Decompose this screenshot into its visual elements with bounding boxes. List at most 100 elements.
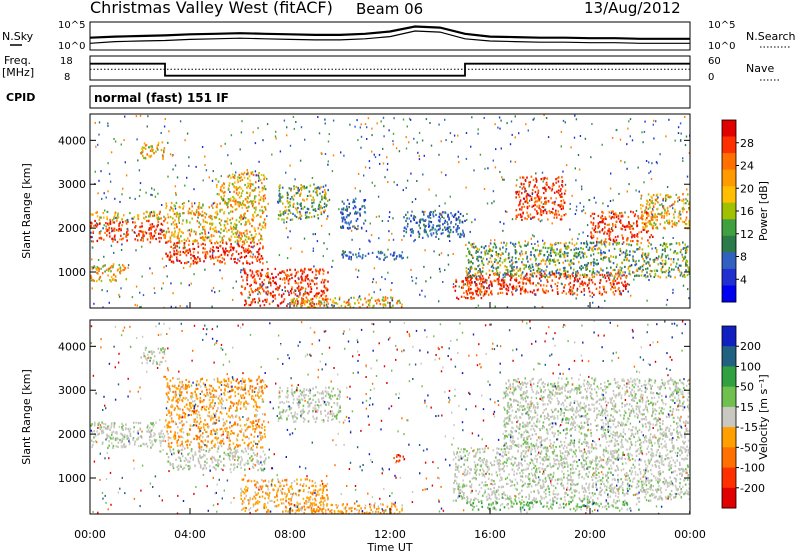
power-echo-region-3 bbox=[165, 201, 267, 244]
nsearch-tick-bottom: 10^0 bbox=[708, 41, 735, 52]
power-colorbar-tick-6: 4 bbox=[740, 273, 747, 286]
velocity-y-axis-label: Slant Range [km] bbox=[20, 369, 33, 465]
velocity-colorbar-tick-2: 50 bbox=[740, 381, 754, 394]
power-echo-region-2 bbox=[165, 241, 264, 266]
power-colorbar-swatch-5 bbox=[722, 202, 736, 220]
velocity-echo-region-4 bbox=[277, 385, 342, 424]
beam-label: Beam 06 bbox=[356, 0, 423, 18]
date-label: 13/Aug/2012 bbox=[584, 0, 681, 17]
freq-tick-bottom: 8 bbox=[64, 72, 70, 83]
time-tick-1: 04:00 bbox=[174, 528, 206, 541]
velocity-colorbar-swatch-0 bbox=[722, 326, 736, 347]
power-echo-region-4 bbox=[215, 171, 267, 204]
power-echo-region-9 bbox=[290, 296, 403, 308]
velocity-colorbar-tick-1: 100 bbox=[740, 360, 761, 373]
velocity-colorbar-swatch-2 bbox=[722, 366, 736, 388]
power-echo-region-10 bbox=[341, 250, 404, 261]
freq-label-1: Freq. bbox=[4, 54, 31, 67]
velocity-echo-region-2 bbox=[165, 377, 267, 450]
velocity-echo-region-10 bbox=[466, 500, 640, 511]
power-y-tick-0: 1000 bbox=[58, 266, 86, 279]
velocity-colorbar-tick-6: -100 bbox=[740, 462, 765, 475]
nave-tick-bottom: 0 bbox=[708, 72, 714, 83]
nsearch-tick-top: 10^5 bbox=[708, 20, 735, 31]
velocity-colorbar-swatch-8 bbox=[722, 487, 736, 509]
velocity-colorbar-tick-4: -15 bbox=[740, 421, 758, 434]
freq-label-2: [MHz] bbox=[2, 66, 34, 79]
velocity-colorbar-swatch-4 bbox=[722, 406, 736, 428]
nave-tick-top: 60 bbox=[708, 56, 721, 67]
power-colorbar-tick-4: 12 bbox=[740, 228, 754, 241]
velocity-y-tick-0: 1000 bbox=[58, 472, 86, 485]
power-colorbar-swatch-2 bbox=[722, 153, 736, 171]
power-colorbar-swatch-0 bbox=[722, 120, 736, 137]
velocity-echo-region-7 bbox=[452, 447, 690, 503]
power-echo-region-0 bbox=[90, 219, 167, 244]
power-colorbar-tick-5: 8 bbox=[740, 251, 747, 264]
velocity-colorbar-swatch-5 bbox=[722, 427, 736, 448]
nsky-tick-top: 10^5 bbox=[58, 20, 85, 31]
power-y-tick-1: 2000 bbox=[58, 222, 86, 235]
velocity-y-tick-1: 2000 bbox=[58, 428, 86, 441]
velocity-colorbar-tick-5: -50 bbox=[740, 441, 758, 454]
noise-series-0 bbox=[89, 25, 690, 40]
velocity-echo-region-5 bbox=[291, 502, 403, 514]
power-echo-region-7 bbox=[240, 267, 329, 307]
power-y-tick-2: 3000 bbox=[58, 178, 86, 191]
cpid-text: normal (fast) 151 IF bbox=[94, 91, 229, 105]
cpid-strip: CPID normal (fast) 151 IF bbox=[6, 85, 691, 109]
power-colorbar-swatch-9 bbox=[722, 268, 736, 286]
velocity-colorbar-swatch-7 bbox=[722, 467, 736, 489]
power-colorbar-tick-3: 16 bbox=[740, 205, 754, 218]
power-colorbar-swatch-4 bbox=[722, 186, 736, 204]
nave-label: Nave bbox=[746, 62, 774, 75]
velocity-speckle bbox=[90, 320, 690, 514]
velocity-colorbar-label: Velocity [m s⁻¹] bbox=[757, 374, 770, 459]
velocity-y-tick-2: 3000 bbox=[58, 384, 86, 397]
power-colorbar-swatch-3 bbox=[722, 169, 736, 187]
time-tick-2: 08:00 bbox=[274, 528, 306, 541]
time-tick-5: 20:00 bbox=[574, 528, 606, 541]
velocity-echo-region-9 bbox=[140, 346, 167, 366]
noise-series-1 bbox=[89, 30, 690, 44]
freq-tick-top: 18 bbox=[60, 56, 73, 67]
power-echo-region-1 bbox=[90, 210, 167, 222]
power-panel: 1000 2000 3000 4000 Slant Range [km] 28 24 20… bbox=[20, 113, 770, 309]
nsky-tick-bottom: 10^0 bbox=[58, 41, 85, 52]
nsky-label: N.Sky bbox=[2, 30, 34, 43]
velocity-echo-region-0 bbox=[90, 421, 166, 449]
cpid-label: CPID bbox=[6, 91, 35, 104]
freq-series-0 bbox=[90, 62, 690, 77]
velocity-echo-region-8 bbox=[502, 377, 690, 450]
velocity-colorbar-tick-3: 15 bbox=[740, 401, 754, 414]
power-speckle bbox=[90, 114, 690, 308]
power-colorbar-swatch-7 bbox=[722, 235, 736, 253]
power-echo-region-15 bbox=[515, 175, 567, 221]
time-axis-label: Time UT bbox=[366, 541, 412, 554]
power-echo-region-17 bbox=[640, 193, 690, 230]
power-echo-region-14 bbox=[465, 241, 690, 279]
noise-strip: N.Sky 10^5 10^0 10^5 10^0 N.Search bbox=[2, 20, 796, 52]
velocity-colorbar-swatch-3 bbox=[722, 386, 736, 408]
power-echo-region-6 bbox=[140, 141, 166, 160]
time-tick-6: 00:00 bbox=[674, 528, 706, 541]
velocity-colorbar-swatch-1 bbox=[722, 346, 736, 367]
power-y-tick-3: 4000 bbox=[58, 134, 86, 147]
power-colorbar-swatch-6 bbox=[722, 219, 736, 237]
velocity-y-tick-3: 4000 bbox=[58, 340, 86, 353]
velocity-echo-region-1 bbox=[166, 447, 267, 472]
velocity-colorbar-tick-0: 200 bbox=[740, 340, 761, 353]
velocity-panel: 1000 2000 3000 4000 00:00 04:00 08:00 12:00 16:… bbox=[20, 302, 770, 554]
velocity-echo-region-6 bbox=[393, 454, 406, 463]
frequency-strip: Freq. [MHz] 18 8 60 0 Nave bbox=[2, 54, 780, 83]
power-colorbar-swatch-8 bbox=[722, 252, 736, 270]
power-colorbar-tick-0: 28 bbox=[740, 137, 754, 150]
power-echo-region-11 bbox=[340, 197, 367, 231]
velocity-colorbar-swatch-6 bbox=[722, 447, 736, 468]
power-colorbar-tick-2: 20 bbox=[740, 182, 754, 195]
power-echo-region-5 bbox=[90, 263, 129, 283]
time-tick-4: 16:00 bbox=[474, 528, 506, 541]
power-colorbar-swatch-1 bbox=[722, 136, 736, 154]
power-echo-region-8 bbox=[277, 184, 329, 221]
